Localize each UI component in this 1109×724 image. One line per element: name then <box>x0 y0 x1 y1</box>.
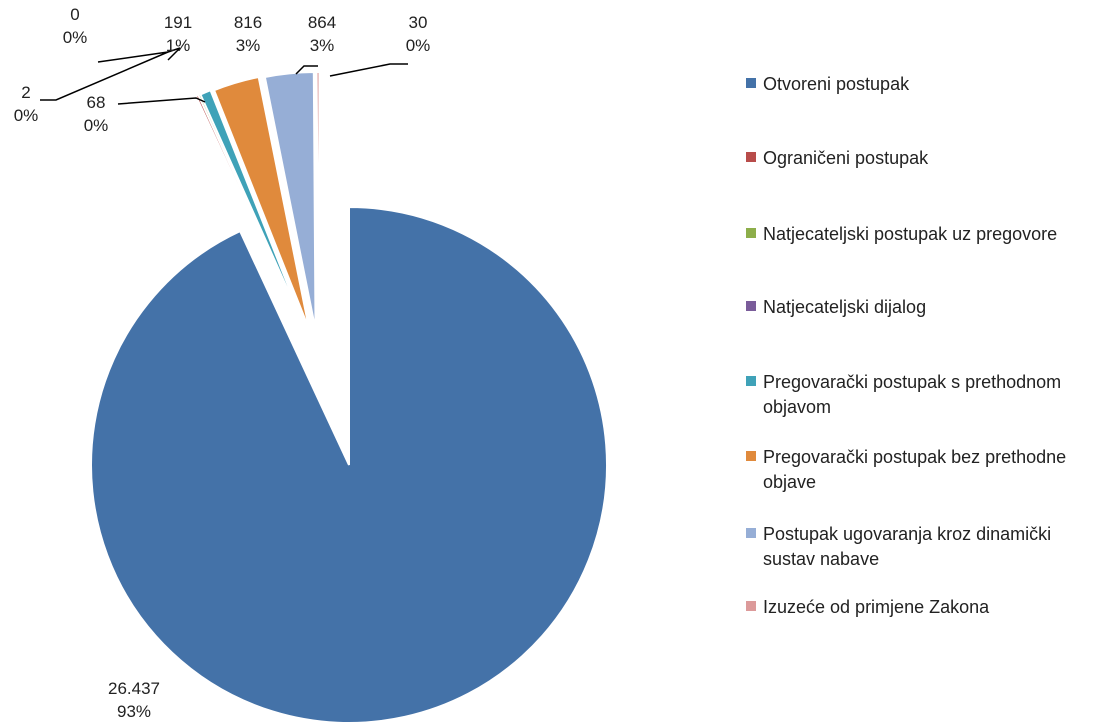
legend-swatch <box>746 152 756 162</box>
pie-slice-4 <box>199 88 307 331</box>
data-label-percent: 0% <box>14 106 39 125</box>
data-label-value: 191 <box>164 13 192 32</box>
legend-item: Izuzeće od primjene Zakona <box>746 595 1103 620</box>
legend-label: Izuzeće od primjene Zakona <box>763 597 990 617</box>
legend-item: Pregovarački postupak s prethodnom objav… <box>746 370 1103 420</box>
leader-lines <box>40 47 408 105</box>
data-label-value: 864 <box>308 13 336 32</box>
data-labels: 26.437 93% 68 0% 2 0% 0 0% 191 1% 816 3% 864 3% 30 0% <box>14 5 431 721</box>
data-label-percent: 93% <box>117 702 151 721</box>
legend-item: Pregovarački postupak bez prethodne obja… <box>746 445 1103 495</box>
pie-slices <box>90 70 608 724</box>
legend-label: Pregovarački postupak bez prethodne obja… <box>763 447 1067 492</box>
legend-item: Postupak ugovaranja kroz dinamički susta… <box>746 522 1103 572</box>
data-label-value: 30 <box>409 13 428 32</box>
legend-item: Natjecateljski postupak uz pregovore <box>746 222 1103 247</box>
pie-slice-0 <box>90 205 608 724</box>
data-label-value: 2 <box>21 83 30 102</box>
pie-slice-6 <box>263 70 317 331</box>
legend-swatch <box>746 228 756 238</box>
legend-item: Otvoreni postupak <box>746 72 1103 97</box>
legend-swatch <box>746 528 756 538</box>
legend-swatch <box>746 376 756 386</box>
legend-label: Natjecateljski dijalog <box>763 297 927 317</box>
legend-item: Natjecateljski dijalog <box>746 295 1103 320</box>
data-label-value: 26.437 <box>108 679 160 698</box>
legend-label: Ograničeni postupak <box>763 148 929 168</box>
legend-label: Pregovarački postupak s prethodnom objav… <box>763 372 1062 417</box>
legend-label: Otvoreni postupak <box>763 74 910 94</box>
data-label-value: 816 <box>234 13 262 32</box>
data-label-value: 0 <box>70 5 79 24</box>
leader-line-2 <box>40 47 181 101</box>
data-label-percent: 0% <box>406 36 431 55</box>
legend-label: Postupak ugovaranja kroz dinamički susta… <box>763 524 1052 569</box>
legend-swatch <box>746 451 756 461</box>
leader-line-3 <box>97 51 169 63</box>
data-label-percent: 3% <box>310 36 335 55</box>
legend-label: Natjecateljski postupak uz pregovore <box>763 224 1058 244</box>
leader-line-7 <box>329 63 408 77</box>
pie-slice-7 <box>315 70 321 331</box>
leader-line-4 <box>167 47 181 61</box>
legend-item: Ograničeni postupak <box>746 146 1103 171</box>
legend-swatch <box>746 601 756 611</box>
data-label-percent: 0% <box>84 116 109 135</box>
data-label-percent: 3% <box>236 36 261 55</box>
data-label-value: 68 <box>87 93 106 112</box>
pie-slice-5 <box>212 75 311 331</box>
legend-swatch <box>746 301 756 311</box>
leader-line-6 <box>295 65 318 75</box>
legend-swatch <box>746 78 756 88</box>
data-label-percent: 0% <box>63 28 88 47</box>
data-label-percent: 1% <box>166 36 191 55</box>
leader-line-1 <box>117 97 206 105</box>
